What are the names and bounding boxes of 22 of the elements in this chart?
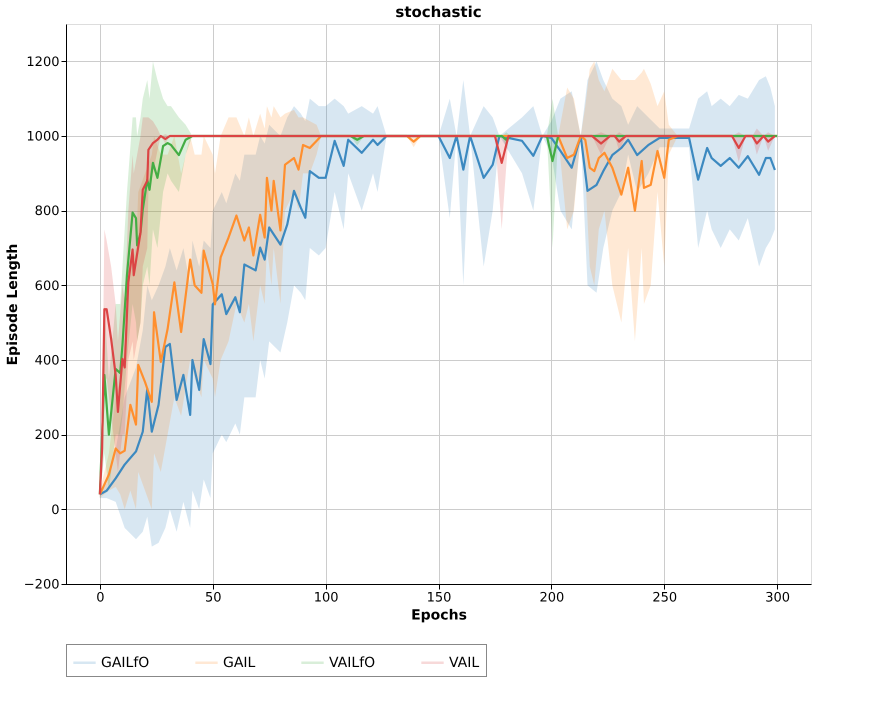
y-tick-label: 800	[34, 204, 60, 220]
y-tick-label: 0	[51, 502, 60, 518]
y-tick-label: 600	[34, 278, 60, 294]
x-tick-label: 150	[426, 590, 452, 606]
y-tick-label: 1200	[26, 54, 60, 70]
x-axis-title: Epochs	[411, 608, 467, 624]
y-tick-label: −200	[24, 578, 60, 592]
legend-label: VAILfO	[329, 654, 376, 671]
legend-label: VAIL	[449, 654, 480, 671]
x-tick-label: 100	[314, 590, 339, 606]
legend-label: GAILfO	[101, 654, 150, 671]
x-tick-label: 200	[539, 590, 564, 606]
y-axis-title: Episode Length	[4, 244, 21, 366]
y-tick-label: 400	[34, 354, 60, 368]
chart-title: stochastic	[395, 3, 482, 21]
y-tick-label: 200	[34, 428, 60, 444]
y-tick-label: 1000	[26, 130, 60, 144]
x-tick-label: 50	[204, 590, 222, 606]
x-tick-label: 300	[765, 590, 790, 606]
x-tick-label: 250	[652, 590, 678, 606]
x-tick-label: 0	[96, 590, 105, 606]
legend-label: GAIL	[223, 654, 256, 671]
